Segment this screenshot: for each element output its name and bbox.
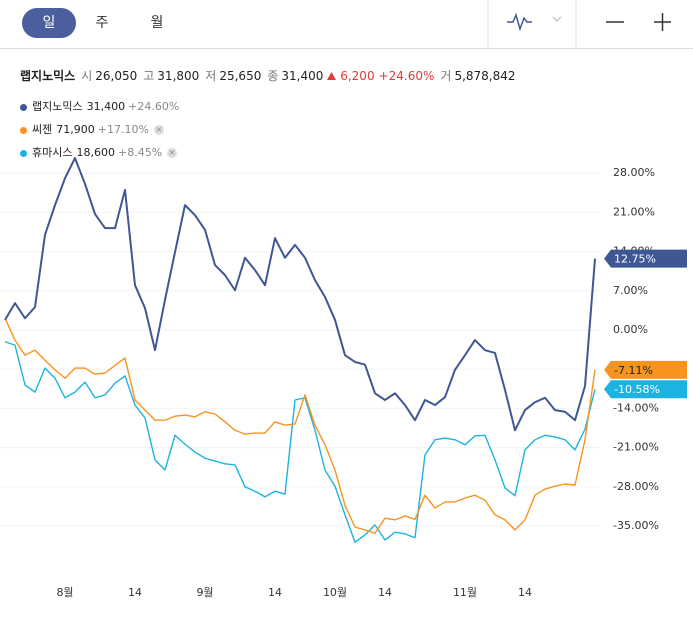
x-tick-label: 14 <box>128 586 142 599</box>
y-tick-label: 0.00% <box>613 323 648 336</box>
series-line <box>4 157 596 432</box>
field-label: 시 <box>81 69 93 83</box>
field-value: 26,050 <box>95 69 138 83</box>
y-tick-label: -14.00% <box>613 401 659 414</box>
legend-change: +8.45% <box>117 146 163 159</box>
change-percent: +24.60% <box>378 69 435 83</box>
change-value: 6,200 <box>340 69 375 83</box>
quote-summary: 랩지노믹스 시 26,050 고 31,800 저 25,650 종 31,400 6,200 +… <box>20 67 516 84</box>
remove-button[interactable]: × <box>167 148 178 158</box>
up-arrow <box>327 72 337 80</box>
end-tag-shape <box>604 360 687 379</box>
x-tick-label: 8월 <box>56 586 73 599</box>
end-tag: 12.75% <box>604 249 687 268</box>
legend-name: 휴마시스 <box>32 146 73 159</box>
legend-item[interactable]: 휴마시스 18,600 +8.45% × <box>20 144 179 167</box>
zoom-in[interactable] <box>654 13 671 31</box>
change: 6,200 +24.60% <box>327 69 434 83</box>
x-tick-label: 10월 <box>323 586 347 599</box>
tab[interactable]: 일 <box>22 8 76 38</box>
legend-item[interactable]: 랩지노믹스 31,400 +24.60% <box>20 98 179 121</box>
legend-swatch <box>20 103 27 111</box>
legend-name: 씨젠 <box>32 123 53 136</box>
stock-name: 랩지노믹스 <box>20 69 76 83</box>
x-tick-label: 14 <box>518 586 532 599</box>
legend-price: 71,900 <box>56 123 95 136</box>
chart-type-button[interactable] <box>507 12 532 32</box>
field-label: 종 <box>267 69 279 83</box>
y-tick-label: 7.00% <box>613 284 648 297</box>
remove-button[interactable]: × <box>153 125 164 135</box>
legend-price: 31,400 <box>86 100 126 113</box>
y-tick-label: -28.00% <box>613 480 659 493</box>
series-line <box>4 317 596 534</box>
legend: 랩지노믹스 31,400 +24.60% 씨젠 71,900 +17.10% × 휴마시스 18… <box>20 98 179 167</box>
toolbar-icons <box>487 0 671 48</box>
legend-change: +17.10% <box>97 123 149 136</box>
x-tick-label: 11월 <box>453 586 477 599</box>
field-value: 25,650 <box>219 69 262 83</box>
legend-swatch <box>20 126 27 134</box>
legend-change: +24.60% <box>128 100 180 113</box>
x-tick-label: 9월 <box>196 586 213 599</box>
legend-swatch <box>20 149 27 157</box>
legend-price: 18,600 <box>76 146 115 159</box>
legend-name: 랩지노믹스 <box>32 100 83 113</box>
dropdown[interactable] <box>552 16 562 22</box>
end-tag-shape <box>604 380 687 399</box>
toolbar: 일 주 월 <box>0 0 693 49</box>
series-line <box>4 341 596 543</box>
field-value: 31,400 <box>281 69 324 83</box>
x-tick-label: 14 <box>378 586 392 599</box>
tab[interactable]: 월 <box>150 15 164 31</box>
y-tick-label: -21.00% <box>613 441 659 454</box>
y-tick-label: 28.00% <box>613 166 655 179</box>
end-tag: -10.58% <box>604 380 687 399</box>
y-tick-label: 21.00% <box>613 205 655 218</box>
x-tick-label: 14 <box>268 586 282 599</box>
end-label: -7.11% <box>614 364 653 377</box>
field-label: 고 <box>143 69 155 83</box>
tab[interactable]: 주 <box>95 15 109 31</box>
end-tag: -7.11% <box>604 360 687 379</box>
volume-value: 5,878,842 <box>454 69 516 83</box>
y-tick-label: -35.00% <box>613 519 659 532</box>
legend-item[interactable]: 씨젠 71,900 +17.10% × <box>20 121 179 144</box>
field-label: 저 <box>205 69 217 83</box>
volume-label: 거 <box>440 69 452 83</box>
field-value: 31,800 <box>157 69 200 83</box>
end-tag-shape <box>604 249 687 268</box>
end-label: 12.75% <box>614 253 656 266</box>
end-label: -10.58% <box>614 383 660 396</box>
